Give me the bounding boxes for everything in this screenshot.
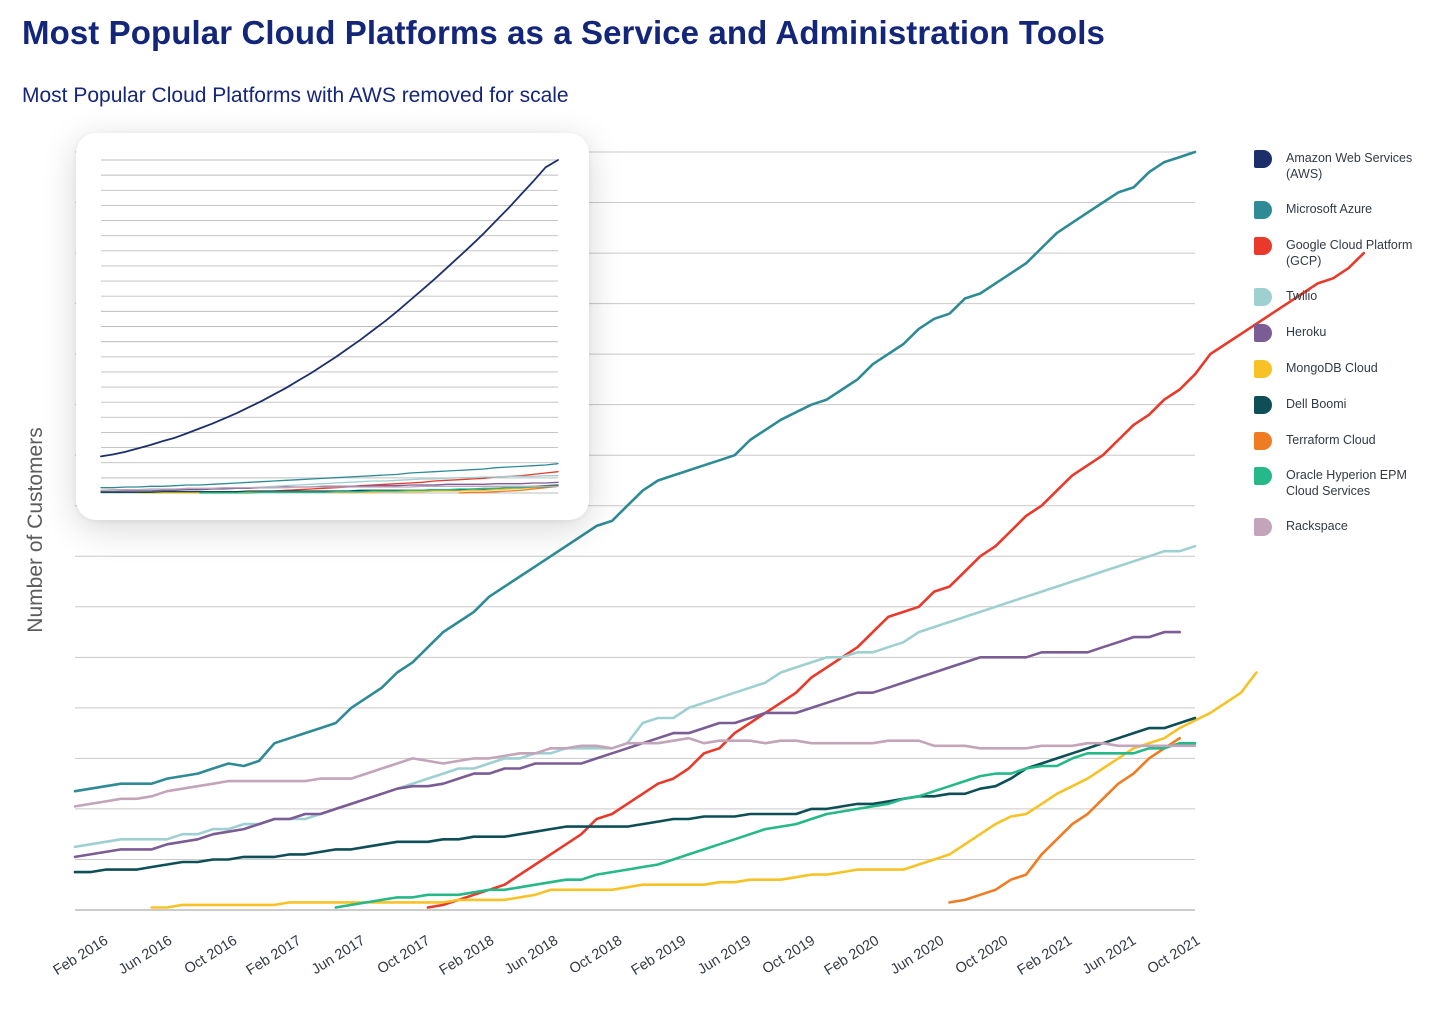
grid-lines bbox=[75, 151, 1195, 911]
legend-item-terraform-cloud: Terraform Cloud bbox=[1254, 432, 1426, 450]
legend-label: Twilio bbox=[1286, 289, 1318, 303]
legend-swatch bbox=[1254, 467, 1272, 485]
legend-item-google-cloud-platform-gcp: Google Cloud Platform (GCP) bbox=[1254, 237, 1426, 269]
x-tick-label: Oct 2016 bbox=[182, 933, 240, 978]
chart-subtitle: Most Popular Cloud Platforms with AWS re… bbox=[22, 84, 569, 107]
x-tick-label: Feb 2018 bbox=[437, 933, 497, 979]
y-axis-label: Number of Customers bbox=[24, 427, 47, 632]
legend-item-heroku: Heroku bbox=[1254, 324, 1426, 342]
x-tick-label: Oct 2017 bbox=[375, 933, 433, 978]
x-tick-label: Jun 2018 bbox=[502, 933, 561, 978]
series-line-twilio bbox=[73, 544, 1197, 849]
legend-label: MongoDB Cloud bbox=[1286, 361, 1378, 375]
x-tick-label: Jun 2021 bbox=[1080, 933, 1139, 978]
legend-item-amazon-web-services-aws: Amazon Web Services (AWS) bbox=[1254, 150, 1426, 182]
x-tick-label: Jun 2017 bbox=[309, 933, 368, 978]
inset-series-line-microsoft-azure bbox=[100, 463, 559, 489]
legend-item-dell-boomi: Dell Boomi bbox=[1254, 396, 1426, 414]
legend-item-oracle-hyperion-epm-cloud-services: Oracle Hyperion EPM Cloud Services bbox=[1254, 467, 1426, 499]
legend-swatch bbox=[1254, 518, 1272, 536]
aws-inset-card bbox=[76, 133, 589, 520]
legend-label: Dell Boomi bbox=[1286, 397, 1347, 411]
x-tick-labels: Feb 2016 Jun 2016 Oct 2016 Feb 2017 Jun 2017… bbox=[51, 933, 1203, 979]
x-tick-label: Oct 2018 bbox=[567, 933, 625, 978]
series-line-oracle-hyperion-epm-cloud-services bbox=[334, 741, 1197, 909]
series-line-google-cloud-platform-gcp bbox=[426, 251, 1366, 909]
x-tick-label: Oct 2021 bbox=[1145, 933, 1203, 978]
legend-swatch bbox=[1254, 324, 1272, 342]
legend-label: Oracle Hyperion EPM Cloud Services bbox=[1286, 468, 1407, 498]
inset-series-line-amazon-web-services-aws bbox=[100, 159, 559, 458]
x-tick-label: Feb 2016 bbox=[51, 933, 111, 979]
series-line-terraform-cloud bbox=[948, 736, 1181, 904]
legend-label: Rackspace bbox=[1286, 519, 1348, 533]
legend-item-microsoft-azure: Microsoft Azure bbox=[1254, 201, 1426, 219]
legend-swatch bbox=[1254, 288, 1272, 306]
inset-grid-lines bbox=[101, 159, 558, 494]
legend-swatch bbox=[1254, 396, 1272, 414]
legend-label: Microsoft Azure bbox=[1286, 202, 1373, 216]
x-tick-label: Oct 2020 bbox=[953, 933, 1011, 978]
x-tick-label: Feb 2017 bbox=[244, 933, 304, 979]
aws-inset-chart bbox=[100, 159, 559, 494]
legend-label: Amazon Web Services (AWS) bbox=[1286, 151, 1413, 181]
legend-item-mongodb-cloud: MongoDB Cloud bbox=[1254, 360, 1426, 378]
x-tick-label: Feb 2020 bbox=[822, 933, 882, 979]
legend-swatch bbox=[1254, 360, 1272, 378]
legend-item-rackspace: Rackspace bbox=[1254, 518, 1426, 536]
series-line-heroku bbox=[73, 630, 1181, 859]
x-tick-label: Jun 2020 bbox=[888, 933, 947, 978]
inset-series-lines bbox=[100, 159, 559, 494]
page-title: Most Popular Cloud Platforms as a Servic… bbox=[22, 14, 1105, 51]
inset-series-line-oracle-hyperion-epm-cloud-services bbox=[199, 485, 559, 494]
series-line-microsoft-azure bbox=[73, 150, 1197, 793]
inset-series-line-heroku bbox=[100, 481, 559, 493]
series-lines bbox=[73, 150, 1366, 909]
x-tick-label: Feb 2021 bbox=[1015, 933, 1075, 979]
legend-swatch bbox=[1254, 237, 1272, 255]
legend-swatch bbox=[1254, 150, 1272, 168]
legend-swatch bbox=[1254, 201, 1272, 219]
x-tick-label: Jun 2019 bbox=[695, 933, 754, 978]
series-line-rackspace bbox=[73, 736, 1197, 808]
legend-label: Terraform Cloud bbox=[1286, 433, 1376, 447]
x-tick-label: Oct 2019 bbox=[760, 933, 818, 978]
legend-label: Google Cloud Platform (GCP) bbox=[1286, 238, 1413, 268]
series-line-dell-boomi bbox=[73, 716, 1197, 874]
legend-item-twilio: Twilio bbox=[1254, 288, 1426, 306]
x-tick-label: Feb 2019 bbox=[629, 933, 689, 979]
inset-series-line-terraform-cloud bbox=[458, 485, 559, 494]
legend-label: Heroku bbox=[1286, 325, 1327, 339]
series-line-mongodb-cloud bbox=[150, 671, 1258, 909]
x-tick-label: Jun 2016 bbox=[116, 933, 175, 978]
inset-series-line-rackspace bbox=[100, 485, 559, 491]
legend-swatch bbox=[1254, 432, 1272, 450]
